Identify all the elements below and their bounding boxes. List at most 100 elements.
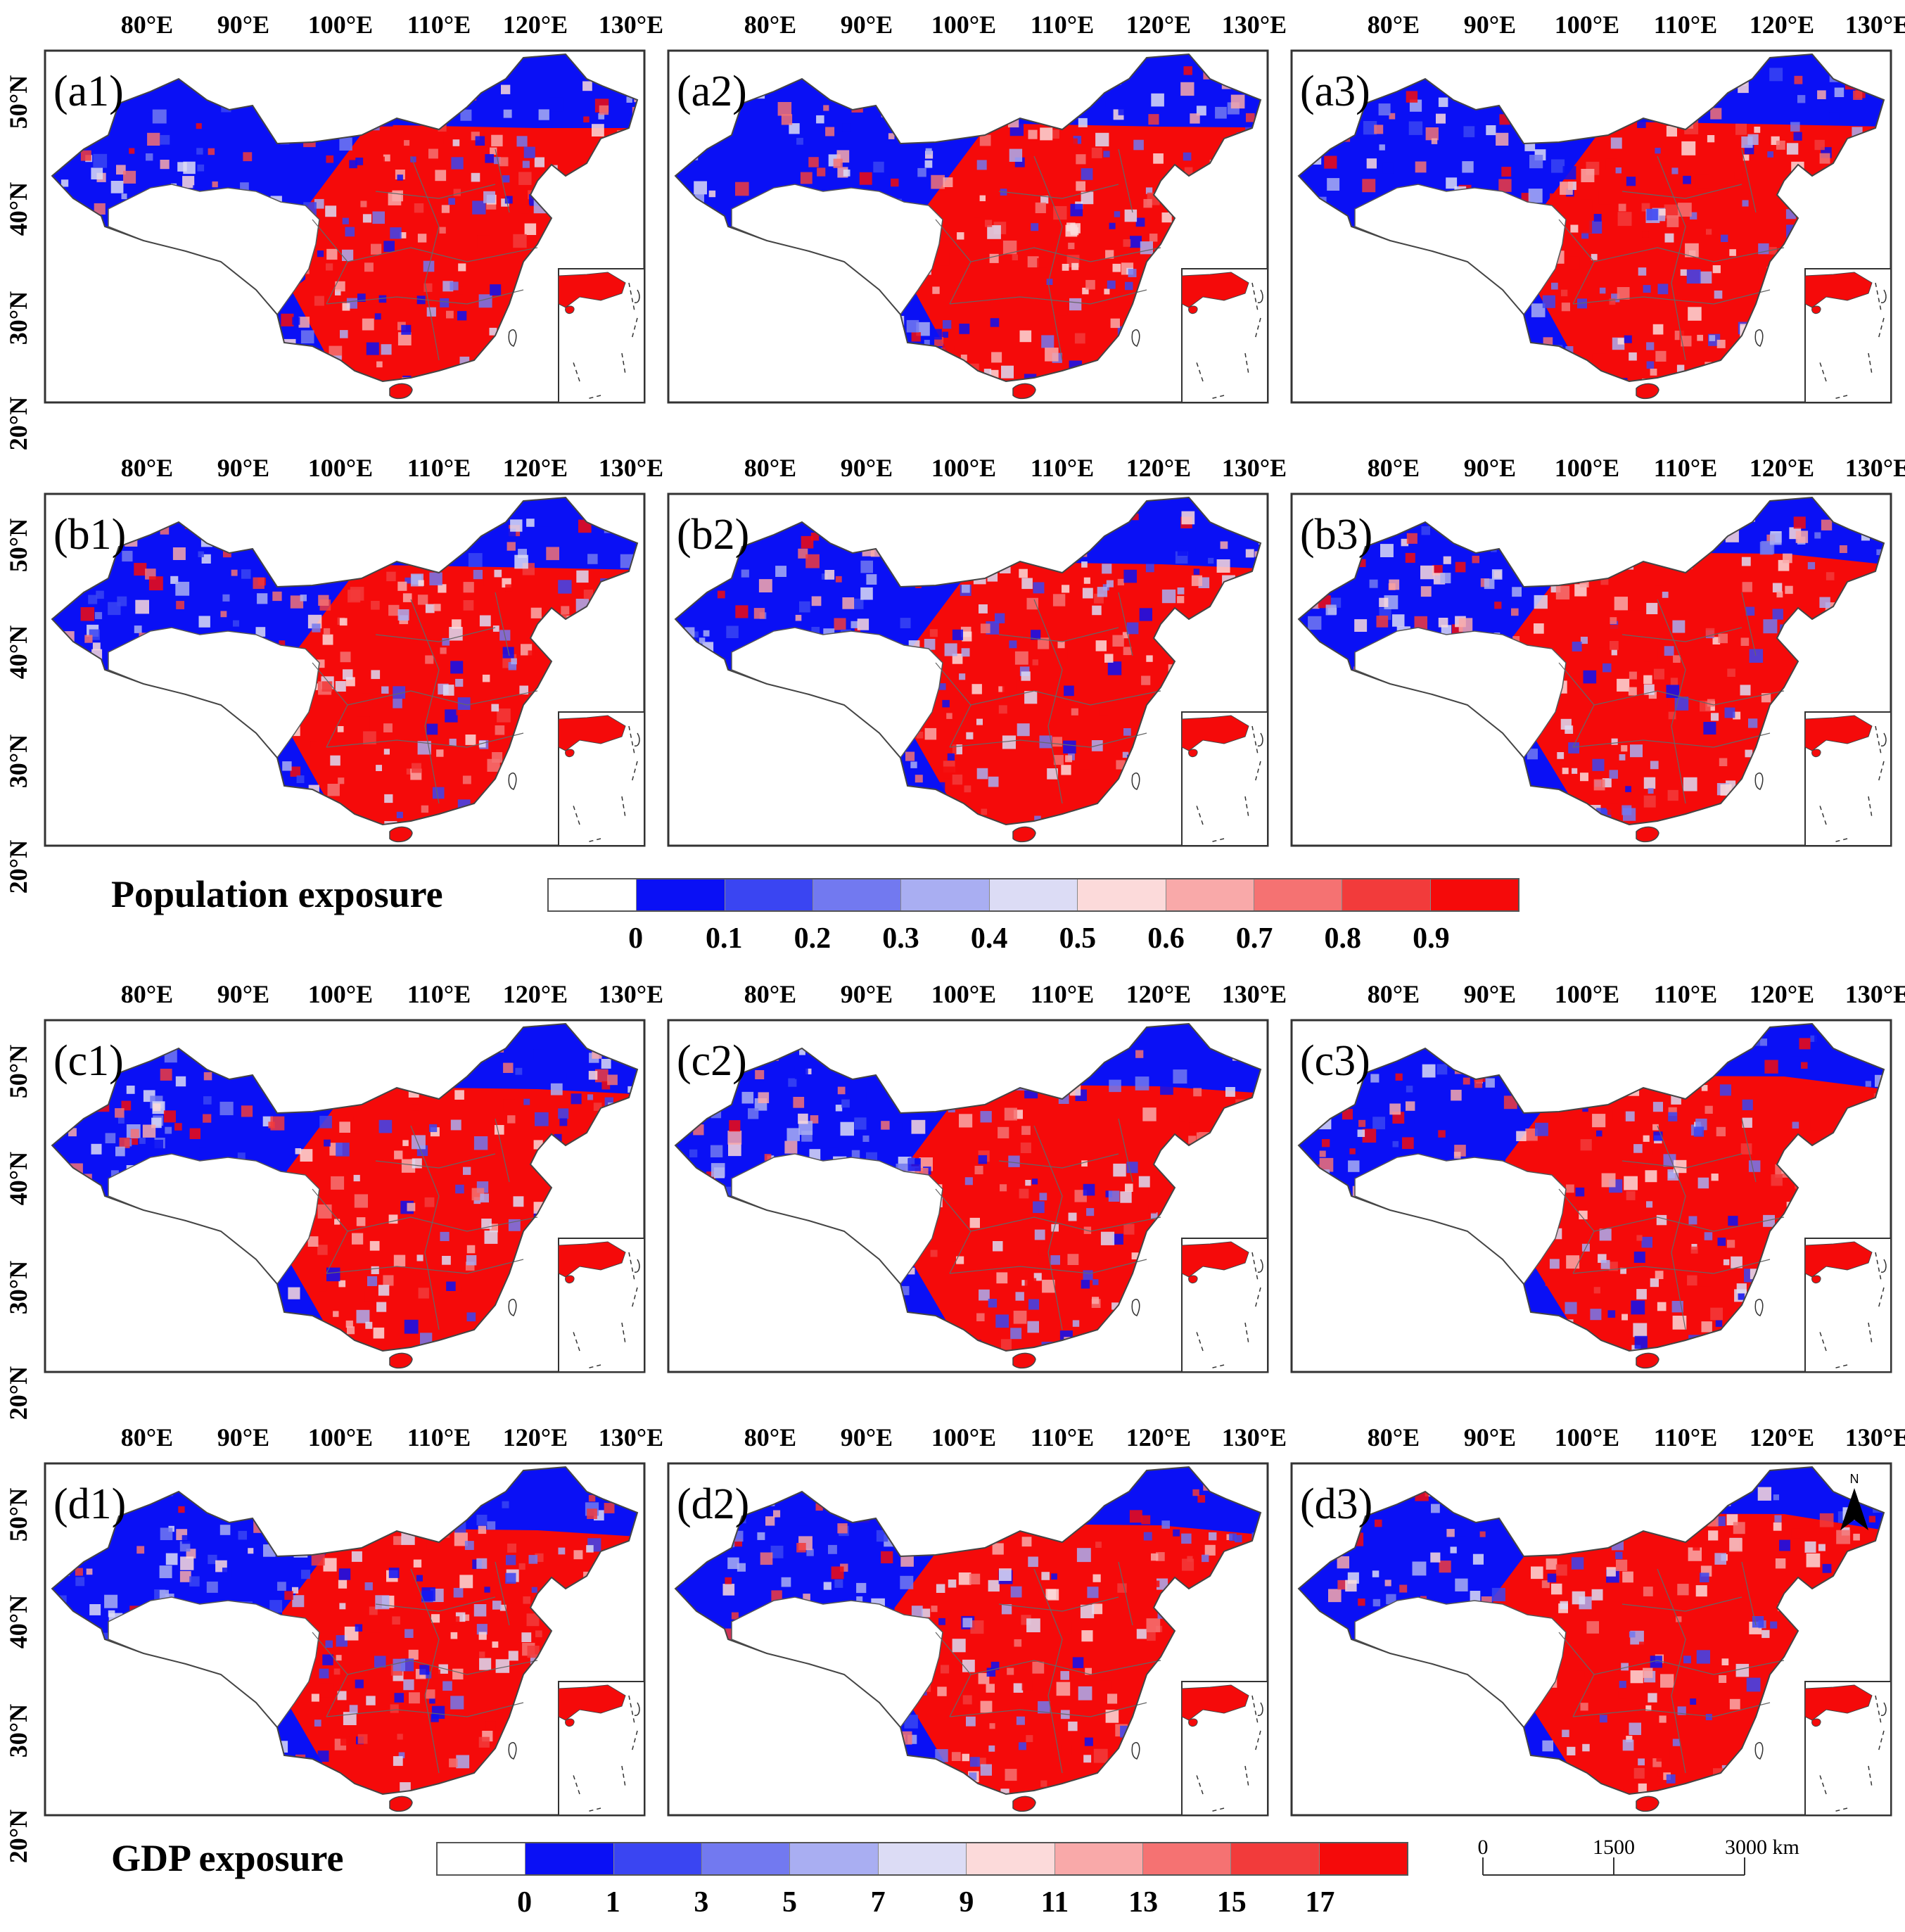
grid-cell	[727, 1131, 742, 1145]
grid-cell	[1436, 113, 1446, 124]
grid-cell	[1451, 1089, 1462, 1101]
grid-cell	[993, 1241, 1003, 1252]
grid-cell	[1707, 1272, 1714, 1279]
south-china-sea-inset	[558, 1238, 645, 1373]
grid-cell	[317, 1245, 328, 1255]
grid-cell	[798, 548, 808, 559]
grid-cell	[450, 281, 459, 291]
grid-cell	[1409, 99, 1422, 112]
grid-cell	[1374, 125, 1384, 134]
grid-cell	[119, 1137, 130, 1148]
grid-cell	[924, 727, 937, 740]
grid-cell	[1183, 66, 1192, 75]
grid-cell	[1193, 1088, 1202, 1097]
grid-cell	[414, 203, 424, 213]
south-china-sea-inset	[558, 1681, 645, 1816]
longitude-tick-label: 80°E	[744, 11, 796, 39]
grid-cell	[400, 232, 407, 239]
grid-cell	[449, 627, 463, 641]
grid-cell	[1660, 1674, 1674, 1688]
grid-cell	[373, 156, 385, 168]
grid-cell	[490, 147, 497, 155]
grid-cell	[425, 604, 435, 614]
grid-cell	[362, 693, 373, 704]
population-legend-title: Population exposure	[111, 873, 443, 915]
province-boundary	[1118, 1561, 1133, 1626]
grid-cell	[1308, 616, 1322, 630]
grid-cell	[1059, 1622, 1072, 1635]
inset-coast	[558, 1241, 626, 1278]
grid-cell	[1082, 587, 1093, 599]
grid-cell	[222, 594, 230, 602]
grid-cell	[1749, 649, 1764, 663]
inset-coast	[558, 272, 626, 308]
grid-cell	[300, 330, 314, 344]
grid-cell	[910, 761, 917, 768]
grid-cell	[1560, 289, 1568, 297]
inset-hainan	[1188, 305, 1198, 314]
colorbar-swatch	[549, 879, 637, 910]
grid-cell	[1177, 587, 1185, 595]
grid-cell	[1652, 1124, 1659, 1131]
grid-cell	[1038, 1701, 1050, 1714]
grid-cell	[1191, 575, 1202, 586]
south-china-sea-inset	[1181, 1238, 1268, 1373]
grid-cell	[479, 615, 491, 627]
colorbar-swatch	[1166, 879, 1254, 910]
grid-cell	[1819, 597, 1830, 608]
grid-cell	[988, 1299, 998, 1308]
grid-cell	[335, 281, 345, 292]
province-boundary	[1118, 1118, 1133, 1183]
grid-cell	[1491, 569, 1503, 580]
grid-cell	[535, 1630, 542, 1638]
grid-cell	[971, 684, 982, 694]
grid-cell	[419, 1665, 430, 1675]
colorbar-swatch	[1142, 1843, 1232, 1874]
grid-cell	[1148, 114, 1159, 125]
grid-cell	[824, 570, 835, 580]
grid-cell	[573, 1550, 583, 1560]
grid-cell	[1795, 530, 1809, 543]
grid-cell	[407, 1202, 416, 1212]
province-boundary	[1622, 627, 1742, 642]
grid-cell	[1111, 1302, 1119, 1310]
longitude-tick-label: 90°E	[1464, 1423, 1516, 1451]
grid-cell	[1622, 1739, 1634, 1751]
grid-cell	[540, 514, 553, 527]
inset-taiwan	[634, 1259, 640, 1273]
grid-cell	[1028, 129, 1038, 139]
grid-cell	[1763, 619, 1778, 634]
china-outline	[674, 496, 1262, 826]
grid-cell	[1775, 1558, 1786, 1569]
grid-cell	[1617, 678, 1630, 692]
grid-cell	[479, 1651, 485, 1658]
grid-cell	[978, 1672, 990, 1684]
longitude-tick-label: 110°E	[1654, 454, 1717, 482]
grid-cell	[1021, 1537, 1032, 1547]
grid-cell	[1527, 749, 1538, 760]
longitude-tick-label: 80°E	[121, 11, 173, 39]
grid-cell	[799, 601, 810, 613]
grid-cell	[958, 1572, 971, 1585]
longitude-tick-label: 100°E	[1555, 980, 1619, 1008]
grid-cell	[1729, 1698, 1740, 1710]
grid-cell	[1345, 1580, 1357, 1592]
grid-cell	[1455, 1524, 1468, 1537]
grid-cell	[1446, 177, 1458, 189]
grid-cell	[1150, 1212, 1158, 1219]
grid-cell	[1031, 1178, 1038, 1185]
grid-cell	[929, 629, 938, 637]
grid-cell	[152, 109, 167, 124]
taiwan-outline	[1131, 1742, 1140, 1760]
grid-cell	[1068, 1212, 1077, 1221]
grid-cell	[711, 1163, 725, 1177]
grid-cell	[412, 1135, 426, 1150]
hainan-island	[1636, 1352, 1659, 1369]
grid-cell	[1588, 220, 1603, 234]
grid-cell	[129, 148, 135, 154]
grid-cell	[788, 1078, 797, 1087]
grid-cell	[1685, 243, 1699, 258]
inset-taiwan	[1880, 1259, 1887, 1273]
grid-cell	[1245, 549, 1254, 558]
grid-cell	[1674, 1159, 1687, 1174]
